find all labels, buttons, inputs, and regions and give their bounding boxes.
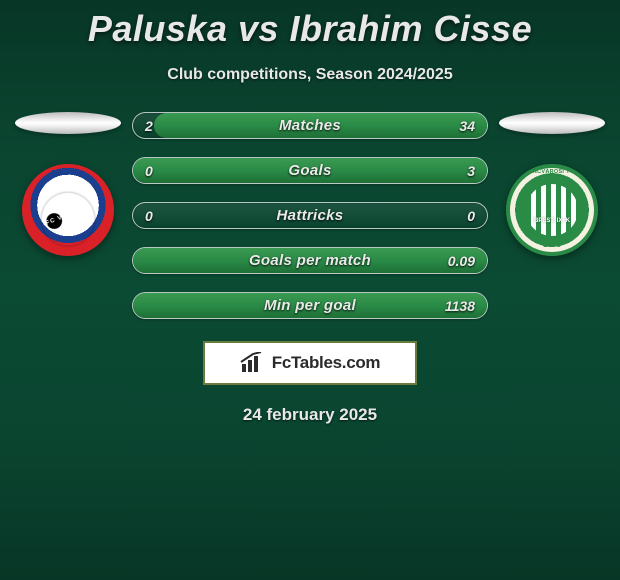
- stat-value-right: 0: [467, 203, 475, 228]
- stat-label: Goals: [133, 158, 487, 183]
- right-club-crest: FERENCVÁROSI TORNA CLUB BPEST. IX. K: [506, 164, 598, 256]
- stat-bar: 2Matches34: [132, 112, 488, 139]
- chart-icon: [240, 352, 266, 374]
- stat-label: Min per goal: [133, 293, 487, 318]
- left-club-crest: PLZEN: [22, 164, 114, 256]
- stat-value-right: 34: [459, 113, 475, 138]
- subtitle: Club competitions, Season 2024/2025: [0, 66, 620, 84]
- stat-value-right: 1138: [445, 293, 475, 318]
- right-flag: [499, 112, 605, 134]
- stat-bar: 0Hattricks0: [132, 202, 488, 229]
- branding-box: FcTables.com: [203, 341, 417, 385]
- stat-label: Goals per match: [133, 248, 487, 273]
- stat-value-right: 3: [467, 158, 475, 183]
- right-side: FERENCVÁROSI TORNA CLUB BPEST. IX. K: [492, 112, 612, 256]
- left-side: PLZEN: [8, 112, 128, 256]
- stat-bar: 0Goals3: [132, 157, 488, 184]
- right-crest-mid-text: BPEST. IX. K: [510, 218, 594, 224]
- stat-bar: Goals per match0.09: [132, 247, 488, 274]
- stat-value-right: 0.09: [448, 248, 475, 273]
- date-text: 24 february 2025: [0, 405, 620, 425]
- stat-bars: 2Matches340Goals30Hattricks0Goals per ma…: [128, 112, 492, 319]
- page-title: Paluska vs Ibrahim Cisse: [0, 0, 620, 50]
- stat-label: Matches: [133, 113, 487, 138]
- stat-label: Hattricks: [133, 203, 487, 228]
- comparison-main: PLZEN 2Matches340Goals30Hattricks0Goals …: [0, 112, 620, 319]
- branding-text: FcTables.com: [272, 353, 381, 373]
- right-crest-top-text: FERENCVÁROSI TORNA CLUB: [510, 169, 594, 181]
- stat-bar: Min per goal1138: [132, 292, 488, 319]
- left-crest-top-text: PLZEN: [22, 170, 114, 177]
- left-flag: [15, 112, 121, 134]
